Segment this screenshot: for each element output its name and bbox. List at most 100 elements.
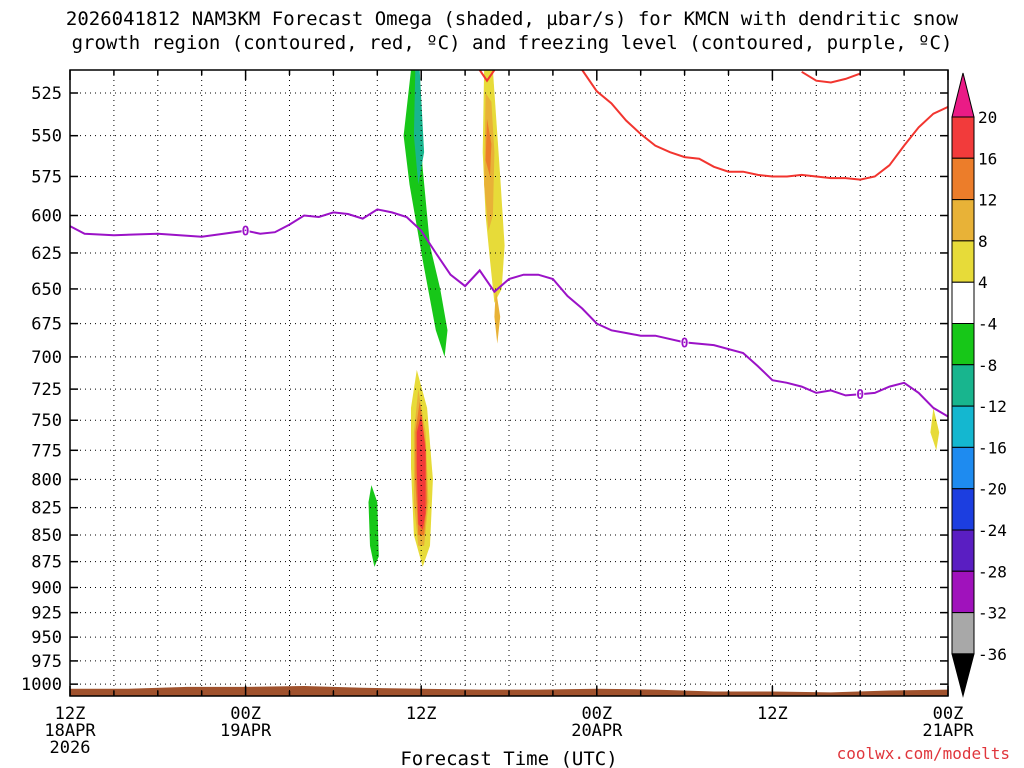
colorbar-label: -24 [978, 521, 1007, 540]
omega-region-y2 [498, 70, 518, 253]
x-tick-label: 12Z [757, 704, 788, 724]
colorbar-label: -8 [978, 356, 997, 375]
colorbar-swatch [951, 364, 975, 407]
axes: 525 550 575 600 625 650 675 700 725 750 775 800 825 8… [21, 69, 974, 768]
freezing-level-label: 0 [856, 388, 864, 403]
colorbar-swatch [951, 488, 975, 531]
y-tick-label: 625 [31, 244, 62, 264]
y-tick-label: 825 [31, 499, 62, 519]
x-axis-label: Forecast Time (UTC) [400, 748, 617, 768]
omega-region-y8 [147, 518, 157, 588]
x-tick-label: 20APR [571, 721, 623, 741]
x-tick-label: 18APR [44, 721, 96, 741]
colorbar-label: -12 [978, 397, 1007, 416]
colorbar-swatch [951, 405, 975, 448]
colorbar-label: -36 [978, 645, 1007, 664]
omega-region-y9 [269, 561, 274, 593]
omega-region-o3 [930, 407, 940, 451]
omega-region-p1 [416, 414, 426, 530]
colorbar-label: -28 [978, 562, 1007, 581]
freezing-level-label: 0 [681, 336, 689, 351]
omega-region-g4 [386, 70, 455, 457]
freezing-level-line [70, 208, 948, 418]
colorbar-label: -32 [978, 604, 1007, 623]
y-tick-label: 775 [31, 441, 62, 461]
freezing-label-bg [241, 224, 250, 237]
freezing-level-label: 0 [242, 225, 250, 240]
omega-region-y14 [807, 330, 817, 408]
y-tick-label: 550 [31, 127, 62, 147]
omega-region-r3 [494, 288, 501, 344]
y-tick-label: 700 [31, 348, 62, 368]
x-tick-label: 19APR [220, 721, 272, 741]
omega-region-c2 [368, 485, 379, 567]
x-tick-label: 00Z [581, 704, 612, 724]
y-tick-label: 1000 [21, 675, 62, 695]
x-tick-label: 00Z [933, 704, 964, 724]
omega-region-g3 [269, 450, 286, 638]
colorbar-swatch [951, 240, 975, 283]
y-tick-label: 800 [31, 470, 62, 490]
omega-region-y15 [829, 420, 837, 514]
omega-region-y11 [874, 308, 894, 514]
omega-region-y5 [457, 502, 470, 583]
y-tick-label: 650 [31, 280, 62, 300]
y-tick-label: 925 [31, 604, 62, 624]
colorbar-swatch [951, 281, 975, 324]
colorbar-swatch [951, 446, 975, 490]
chart-title-line1: 2026041812 NAM3KM Forecast Omega (shaded… [65, 8, 959, 30]
colorbar-swatch [951, 157, 975, 201]
y-tick-label: 600 [31, 207, 62, 227]
y-tick-label: 725 [31, 380, 62, 400]
colorbar-swatch [951, 72, 975, 118]
colorbar-label: 20 [978, 108, 997, 127]
omega-region-y10 [813, 70, 912, 638]
colorbar-swatch [951, 323, 975, 366]
colorbar: 20 16 12 8 4 -4 -8 -12 -16 -20 -24 -28 -32 -36 [951, 72, 1007, 698]
omega-shading [147, 70, 948, 638]
colorbar-label: -16 [978, 438, 1007, 457]
freezing-label-bg [680, 336, 689, 349]
colorbar-label: 12 [978, 191, 997, 210]
dgz-contour-upper [801, 70, 861, 84]
x-tick-label: 12Z [55, 704, 86, 724]
colorbar-swatch [951, 570, 975, 614]
omega-region-m1 [485, 118, 492, 177]
colorbar-label: 8 [978, 232, 988, 251]
y-tick-label: 950 [31, 628, 62, 648]
omega-region-y12 [904, 343, 948, 578]
colorbar-swatch [951, 199, 975, 242]
omega-region-y6 [517, 502, 528, 598]
omega-region-y3 [454, 127, 464, 201]
dgz-contour-top [478, 70, 496, 83]
y-tick-label: 575 [31, 167, 62, 187]
freezing-label-bg [856, 388, 865, 401]
colorbar-swatch [951, 612, 975, 655]
colorbar-label: -4 [978, 315, 997, 334]
x-tick-label: 2026 [50, 738, 91, 758]
y-tick-label: 975 [31, 652, 62, 672]
y-tick-label: 750 [31, 411, 62, 431]
y-tick-label: 525 [31, 84, 62, 104]
x-tick-label: 00Z [230, 704, 261, 724]
omega-region-g2 [345, 260, 389, 608]
colorbar-label: 4 [978, 273, 988, 292]
omega-region-y7 [375, 312, 384, 408]
colorbar-swatch [951, 116, 975, 159]
y-tick-label: 875 [31, 553, 62, 573]
colorbar-swatch [951, 529, 975, 572]
colorbar-swatch [951, 653, 975, 698]
x-tick-label: 12Z [406, 704, 437, 724]
y-tick-label: 850 [31, 526, 62, 546]
y-tick-label: 675 [31, 315, 62, 335]
chart-title-line2: growth region (contoured, red, ºC) and f… [71, 32, 953, 54]
contour-labels: 0 0 0 [241, 224, 865, 403]
colorbar-label: -20 [978, 480, 1007, 499]
y-tick-label: 900 [31, 578, 62, 598]
omega-region-y13 [924, 260, 948, 370]
credit-text[interactable]: coolwx.com/modelts [836, 744, 1010, 763]
omega-region-g1 [301, 132, 334, 562]
dgz-contour-line [581, 70, 948, 181]
colorbar-label: 16 [978, 149, 997, 168]
